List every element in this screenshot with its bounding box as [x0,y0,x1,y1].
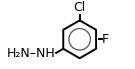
Text: F: F [102,33,109,46]
Text: Cl: Cl [74,1,86,14]
Text: H₂N–NH: H₂N–NH [6,47,55,60]
